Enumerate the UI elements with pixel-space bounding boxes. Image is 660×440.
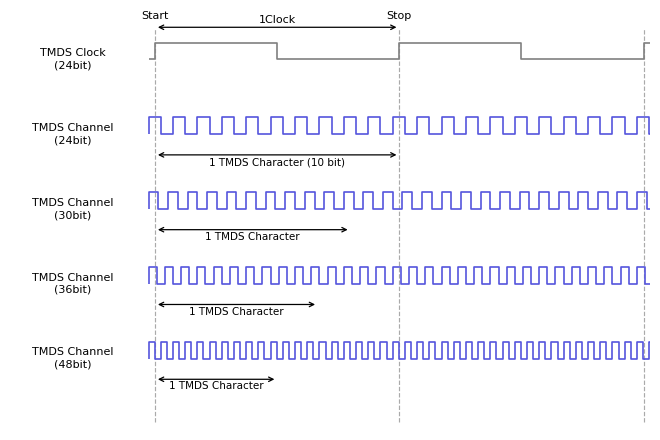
- Text: 1Clock: 1Clock: [259, 15, 296, 25]
- Text: TMDS Clock
(24bit): TMDS Clock (24bit): [40, 48, 106, 70]
- Text: TMDS Channel
(30bit): TMDS Channel (30bit): [32, 198, 114, 220]
- Text: Stop: Stop: [387, 11, 412, 21]
- Text: TMDS Channel
(36bit): TMDS Channel (36bit): [32, 273, 114, 295]
- Text: 1 TMDS Character: 1 TMDS Character: [189, 307, 284, 317]
- Text: TMDS Channel
(24bit): TMDS Channel (24bit): [32, 123, 114, 145]
- Text: 1 TMDS Character: 1 TMDS Character: [169, 381, 263, 392]
- Text: Start: Start: [141, 11, 169, 21]
- Text: 1 TMDS Character (10 bit): 1 TMDS Character (10 bit): [209, 157, 345, 167]
- Text: TMDS Channel
(48bit): TMDS Channel (48bit): [32, 348, 114, 370]
- Text: 1 TMDS Character: 1 TMDS Character: [205, 232, 300, 242]
